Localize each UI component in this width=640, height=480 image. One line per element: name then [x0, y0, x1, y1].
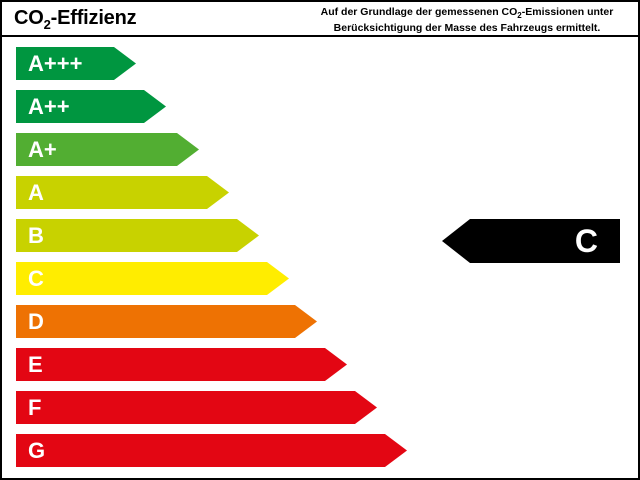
- bar-polygon: [16, 90, 166, 123]
- page-title: CO2-Effizienz: [14, 7, 137, 32]
- bar-polygon: [16, 434, 407, 467]
- bar-polygon: [16, 305, 317, 338]
- efficiency-bar-A: A: [16, 176, 229, 209]
- result-arrow-shape: [442, 219, 620, 263]
- bar-polygon: [16, 348, 347, 381]
- bar-shape: [16, 305, 317, 338]
- bar-shape: [16, 47, 136, 80]
- measurement-basis-note: Auf der Grundlage der gemessenen CO2-Emi…: [302, 6, 632, 35]
- efficiency-bar-C: C: [16, 262, 289, 295]
- label-header: CO2-Effizienz Auf der Grundlage der geme…: [2, 2, 638, 37]
- bar-polygon: [16, 262, 289, 295]
- efficiency-bar-Aplusplus: A++: [16, 90, 166, 123]
- title-co-text: CO: [14, 7, 44, 29]
- bar-polygon: [16, 133, 199, 166]
- bar-shape: [16, 262, 289, 295]
- bar-shape: [16, 434, 407, 467]
- note-line1-part-a: Auf der Grundlage der gemessenen CO: [320, 6, 518, 18]
- title-subscript-2: 2: [43, 17, 51, 32]
- note-line2: Berücksichtigung der Masse des Fahrzeugs…: [333, 22, 601, 35]
- efficiency-bar-E: E: [16, 348, 347, 381]
- result-arrow-polygon: [442, 219, 620, 263]
- efficiency-bar-B: B: [16, 219, 259, 252]
- bar-polygon: [16, 176, 229, 209]
- bar-shape: [16, 219, 259, 252]
- bar-polygon: [16, 47, 136, 80]
- efficiency-bar-D: D: [16, 305, 317, 338]
- bar-shape: [16, 391, 377, 424]
- bar-polygon: [16, 219, 259, 252]
- title-suffix-text: -Effizienz: [50, 7, 137, 29]
- result-class-arrow: C: [442, 219, 620, 263]
- bar-shape: [16, 348, 347, 381]
- bar-polygon: [16, 391, 377, 424]
- efficiency-bar-F: F: [16, 391, 377, 424]
- efficiency-bar-Aplusplusplus: A+++: [16, 47, 136, 80]
- bar-shape: [16, 176, 229, 209]
- efficiency-bar-G: G: [16, 434, 407, 467]
- note-subscript-2: 2: [517, 11, 522, 21]
- bar-shape: [16, 133, 199, 166]
- note-line1-part-b: -Emissionen unter: [521, 6, 614, 18]
- efficiency-bar-Aplus: A+: [16, 133, 199, 166]
- bar-shape: [16, 90, 166, 123]
